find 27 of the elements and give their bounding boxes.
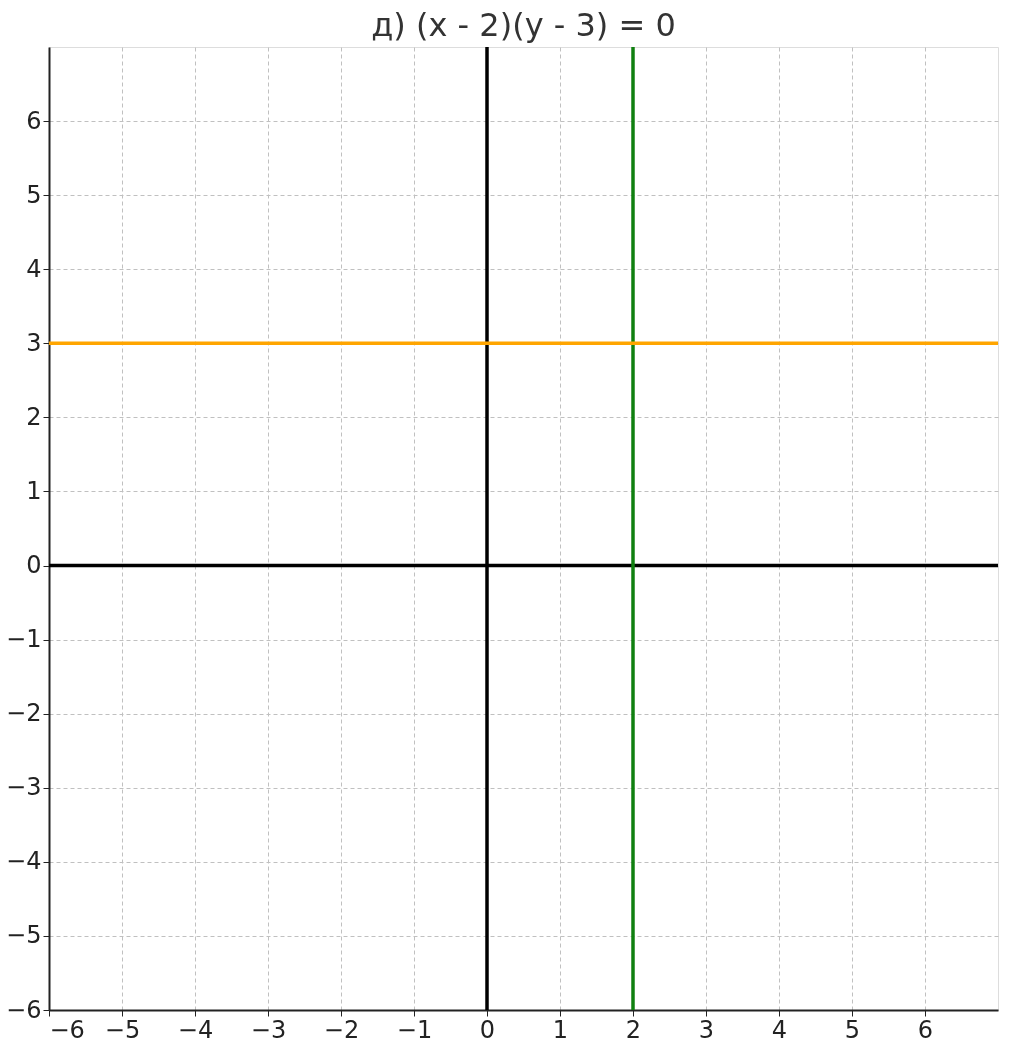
y-tick-label: −2 [6,699,42,728]
x-tick-label: 1 [552,1015,569,1044]
y-tick-label: 3 [26,328,42,357]
x-tick-label: 6 [917,1015,934,1044]
y-tick-label: 6 [26,106,42,135]
x-tick-label: 4 [771,1015,788,1044]
x-tick-label: 5 [844,1015,861,1044]
x-tick-label: −5 [104,1015,141,1044]
y-tick-label: 2 [26,402,42,431]
x-tick-label: −4 [177,1015,214,1044]
y-tick-label: 4 [26,254,42,283]
y-tick-label: −6 [6,995,42,1024]
x-tick-label: 3 [698,1015,715,1044]
x-tick-label: −2 [323,1015,360,1044]
y-tick-label: 5 [26,180,42,209]
x-tick-label: −6 [49,1015,85,1044]
x-tick-label: 2 [625,1015,642,1044]
x-tick-label: −3 [250,1015,287,1044]
y-tick-label: 1 [26,476,42,505]
y-tick-label: −3 [6,773,42,802]
y-tick-label: −4 [6,847,42,876]
chart-title: д) (x - 2)(y - 3) = 0 [371,6,676,44]
x-tick-label: −1 [396,1015,433,1044]
y-tick-label: 0 [26,551,42,580]
y-tick-label: −5 [6,921,42,950]
x-tick-label: 0 [479,1015,496,1044]
y-tick-label: −1 [6,625,42,654]
